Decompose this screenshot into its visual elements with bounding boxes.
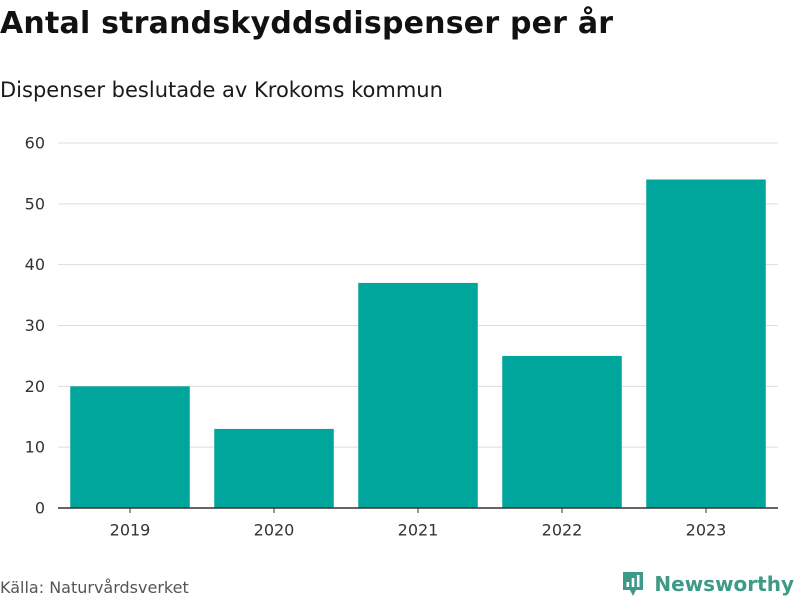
bar (70, 386, 190, 508)
bar (214, 428, 334, 508)
bar (358, 282, 478, 508)
x-tick-label: 2020 (254, 521, 295, 540)
bar (646, 179, 766, 508)
brand-name: Newsworthy (654, 572, 794, 596)
y-tick-label: 60 (25, 134, 45, 153)
x-tick-label: 2021 (398, 521, 439, 540)
y-tick-label: 10 (25, 438, 45, 457)
chart-subtitle: Dispenser beslutade av Krokoms kommun (0, 78, 443, 102)
bar (502, 355, 622, 508)
source-note: Källa: Naturvårdsverket (0, 578, 189, 597)
x-tick-label: 2019 (110, 521, 151, 540)
y-tick-label: 20 (25, 377, 45, 396)
y-tick-label: 0 (35, 499, 45, 518)
chart-title: Antal strandskyddsdispenser per år (0, 6, 614, 41)
brand-logo: Newsworthy (621, 570, 794, 598)
y-tick-label: 50 (25, 194, 45, 213)
newsworthy-logo-icon (623, 572, 644, 596)
x-tick-label: 2023 (686, 521, 727, 540)
y-tick-label: 40 (25, 255, 45, 274)
y-tick-label: 30 (25, 316, 45, 335)
x-tick-label: 2022 (542, 521, 583, 540)
